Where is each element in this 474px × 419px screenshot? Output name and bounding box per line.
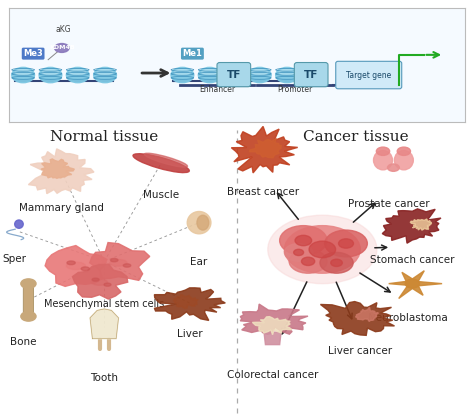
Text: Colorectal cancer: Colorectal cancer xyxy=(227,370,318,380)
Polygon shape xyxy=(249,138,282,158)
Ellipse shape xyxy=(55,44,69,52)
Ellipse shape xyxy=(374,150,392,170)
FancyBboxPatch shape xyxy=(336,61,402,89)
Ellipse shape xyxy=(198,67,221,83)
Ellipse shape xyxy=(97,70,113,75)
Polygon shape xyxy=(90,309,118,339)
Ellipse shape xyxy=(202,70,218,75)
Text: Promoter: Promoter xyxy=(277,85,312,94)
Text: Liver: Liver xyxy=(177,329,202,339)
Circle shape xyxy=(405,279,419,288)
Ellipse shape xyxy=(94,67,117,83)
Text: Mesenchymal stem cells: Mesenchymal stem cells xyxy=(44,298,164,308)
Text: Enhancer: Enhancer xyxy=(200,85,236,94)
Ellipse shape xyxy=(110,259,127,266)
Ellipse shape xyxy=(197,215,209,230)
Polygon shape xyxy=(28,149,94,194)
Polygon shape xyxy=(410,219,431,230)
Text: Prostate cancer: Prostate cancer xyxy=(348,199,429,209)
Circle shape xyxy=(331,259,342,266)
Circle shape xyxy=(21,312,36,321)
Polygon shape xyxy=(389,271,442,298)
Circle shape xyxy=(280,225,327,256)
Ellipse shape xyxy=(387,164,399,171)
Ellipse shape xyxy=(70,70,86,75)
Circle shape xyxy=(21,279,36,288)
Text: Cancer tissue: Cancer tissue xyxy=(303,130,408,145)
Polygon shape xyxy=(264,332,281,344)
Polygon shape xyxy=(382,209,441,243)
Text: Muscle: Muscle xyxy=(143,190,179,200)
Ellipse shape xyxy=(12,67,35,83)
Polygon shape xyxy=(320,302,394,335)
Ellipse shape xyxy=(66,67,89,83)
Ellipse shape xyxy=(144,153,188,167)
Ellipse shape xyxy=(91,279,108,285)
Text: Me3: Me3 xyxy=(23,49,43,58)
Circle shape xyxy=(325,230,367,257)
Ellipse shape xyxy=(43,70,58,75)
Polygon shape xyxy=(231,127,298,173)
FancyBboxPatch shape xyxy=(23,283,34,317)
Text: Me1: Me1 xyxy=(182,49,202,58)
Ellipse shape xyxy=(174,70,191,75)
Ellipse shape xyxy=(252,70,268,75)
Ellipse shape xyxy=(104,283,111,286)
Ellipse shape xyxy=(67,261,75,265)
Text: Sper: Sper xyxy=(2,254,26,264)
FancyBboxPatch shape xyxy=(294,62,328,87)
Ellipse shape xyxy=(92,278,99,281)
Ellipse shape xyxy=(187,212,211,234)
Polygon shape xyxy=(73,264,128,299)
Polygon shape xyxy=(252,317,292,335)
Circle shape xyxy=(284,225,360,273)
Text: TF: TF xyxy=(304,70,319,80)
Text: Normal tissue: Normal tissue xyxy=(50,130,158,145)
Ellipse shape xyxy=(276,67,299,83)
Text: Neuroblastoma: Neuroblastoma xyxy=(368,313,447,323)
Polygon shape xyxy=(45,246,107,287)
Ellipse shape xyxy=(248,67,271,83)
Ellipse shape xyxy=(110,259,118,262)
Text: aKG: aKG xyxy=(55,25,71,34)
Ellipse shape xyxy=(66,262,85,269)
Circle shape xyxy=(338,239,354,248)
Polygon shape xyxy=(90,243,150,280)
Ellipse shape xyxy=(171,67,194,83)
Circle shape xyxy=(268,215,377,284)
Text: Target gene: Target gene xyxy=(346,70,392,80)
Circle shape xyxy=(284,243,313,261)
Ellipse shape xyxy=(133,154,189,173)
Circle shape xyxy=(309,241,336,258)
Ellipse shape xyxy=(394,150,413,170)
Polygon shape xyxy=(240,304,308,334)
Text: Stomach cancer: Stomach cancer xyxy=(370,255,455,265)
Circle shape xyxy=(320,252,353,273)
Text: KDM4B: KDM4B xyxy=(49,46,75,50)
Polygon shape xyxy=(41,159,74,178)
Text: TF: TF xyxy=(227,70,241,80)
Polygon shape xyxy=(173,295,198,308)
Text: Mammary gland: Mammary gland xyxy=(19,203,104,213)
Circle shape xyxy=(289,249,327,273)
Text: Breast cancer: Breast cancer xyxy=(227,187,299,197)
Text: Tooth: Tooth xyxy=(90,373,118,383)
FancyBboxPatch shape xyxy=(217,62,251,87)
Circle shape xyxy=(295,235,312,246)
Text: Ear: Ear xyxy=(191,257,208,267)
Circle shape xyxy=(294,249,303,256)
Ellipse shape xyxy=(279,70,295,75)
Ellipse shape xyxy=(15,220,23,228)
Ellipse shape xyxy=(15,70,31,75)
Text: Bone: Bone xyxy=(10,337,37,347)
Circle shape xyxy=(301,257,315,266)
Ellipse shape xyxy=(81,267,90,271)
Circle shape xyxy=(376,147,390,155)
Ellipse shape xyxy=(123,264,131,267)
Text: Liver cancer: Liver cancer xyxy=(328,346,392,356)
Ellipse shape xyxy=(39,67,62,83)
Circle shape xyxy=(397,147,410,155)
Polygon shape xyxy=(155,288,225,321)
Polygon shape xyxy=(356,307,378,321)
